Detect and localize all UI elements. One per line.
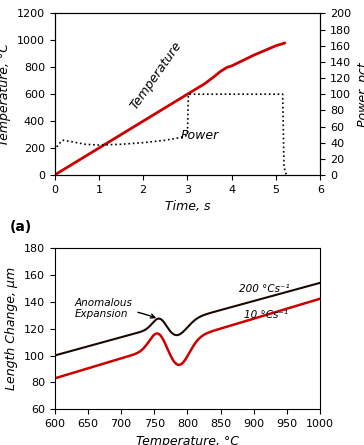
Text: Power: Power xyxy=(181,129,219,142)
Y-axis label: Temperature, °C: Temperature, °C xyxy=(0,43,11,146)
X-axis label: Temperature, °C: Temperature, °C xyxy=(136,435,239,445)
Text: Temperature: Temperature xyxy=(128,39,184,112)
Y-axis label: Length Change, μm: Length Change, μm xyxy=(5,267,18,390)
Y-axis label: Power, pct: Power, pct xyxy=(357,62,364,126)
X-axis label: Time, s: Time, s xyxy=(165,200,210,213)
Text: Anomalous
Expansion: Anomalous Expansion xyxy=(75,298,155,319)
Text: 200 °Cs⁻¹: 200 °Cs⁻¹ xyxy=(239,284,290,294)
Text: 10 °Cs⁻¹: 10 °Cs⁻¹ xyxy=(244,310,288,320)
Text: (a): (a) xyxy=(9,220,32,234)
